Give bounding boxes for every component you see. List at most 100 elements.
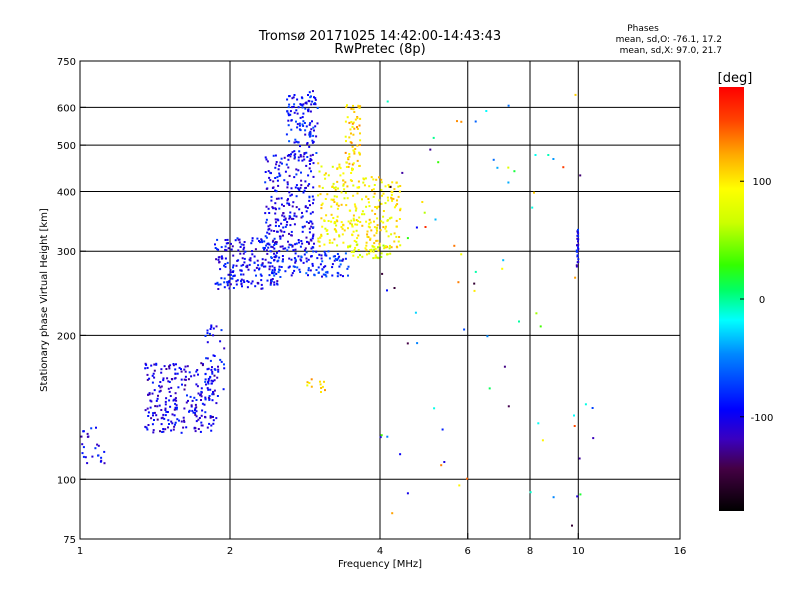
data-point bbox=[224, 245, 227, 248]
data-point bbox=[206, 426, 209, 429]
data-point bbox=[168, 423, 170, 425]
data-point bbox=[352, 108, 355, 111]
data-point bbox=[507, 405, 510, 408]
data-point bbox=[94, 447, 97, 450]
data-point bbox=[333, 238, 336, 241]
data-point bbox=[168, 390, 171, 393]
data-point bbox=[208, 332, 211, 335]
data-point bbox=[391, 199, 394, 202]
data-point bbox=[333, 201, 336, 203]
data-point bbox=[354, 118, 357, 121]
data-point bbox=[82, 446, 85, 449]
data-point bbox=[386, 219, 389, 222]
data-point bbox=[274, 202, 277, 205]
data-point bbox=[354, 209, 357, 212]
data-point bbox=[206, 332, 209, 335]
data-point bbox=[270, 229, 273, 232]
data-point bbox=[341, 233, 344, 236]
data-point bbox=[278, 225, 280, 228]
data-point bbox=[327, 250, 330, 253]
data-point bbox=[372, 188, 375, 191]
data-point bbox=[326, 233, 329, 235]
data-point bbox=[291, 272, 294, 275]
data-point bbox=[156, 405, 159, 408]
data-point bbox=[309, 159, 312, 162]
data-point bbox=[307, 110, 310, 113]
data-point bbox=[288, 217, 291, 220]
data-point bbox=[317, 162, 320, 165]
data-point bbox=[236, 237, 239, 240]
data-point bbox=[330, 198, 333, 201]
data-point bbox=[364, 177, 367, 180]
data-point bbox=[266, 252, 269, 255]
data-point bbox=[311, 222, 314, 225]
data-point bbox=[574, 93, 577, 96]
data-point bbox=[297, 169, 300, 172]
data-point bbox=[284, 217, 287, 220]
data-point bbox=[353, 249, 356, 251]
data-point bbox=[272, 207, 275, 210]
data-point bbox=[502, 259, 505, 262]
data-point bbox=[258, 240, 260, 242]
data-point bbox=[155, 363, 158, 366]
data-point bbox=[288, 232, 290, 235]
data-point bbox=[289, 113, 292, 116]
data-point bbox=[240, 269, 243, 272]
data-point bbox=[378, 199, 381, 202]
data-point bbox=[201, 402, 204, 405]
data-point bbox=[291, 106, 294, 109]
data-point bbox=[340, 203, 343, 206]
data-point bbox=[207, 396, 210, 399]
data-point bbox=[309, 110, 312, 113]
data-point bbox=[306, 384, 309, 387]
data-point bbox=[290, 274, 293, 277]
data-point bbox=[274, 254, 277, 257]
data-point bbox=[231, 245, 234, 248]
data-point bbox=[247, 268, 250, 271]
data-point bbox=[276, 283, 279, 286]
data-point bbox=[222, 388, 225, 391]
data-point bbox=[260, 239, 263, 242]
data-point bbox=[275, 272, 278, 275]
data-point bbox=[316, 107, 319, 109]
data-point bbox=[168, 381, 171, 383]
data-point bbox=[297, 239, 300, 241]
data-point bbox=[320, 217, 323, 220]
data-point bbox=[157, 394, 159, 397]
data-point bbox=[277, 184, 280, 187]
data-point bbox=[333, 195, 336, 198]
data-point bbox=[151, 374, 154, 377]
data-point bbox=[324, 265, 327, 268]
data-point bbox=[312, 126, 315, 129]
data-point bbox=[215, 325, 218, 328]
data-point bbox=[276, 218, 279, 221]
data-point bbox=[337, 204, 340, 207]
data-point bbox=[382, 215, 385, 218]
data-point bbox=[274, 166, 277, 169]
data-point bbox=[299, 154, 302, 156]
data-point bbox=[373, 242, 376, 245]
data-point bbox=[153, 389, 156, 392]
data-point bbox=[211, 370, 214, 373]
data-point bbox=[398, 190, 401, 193]
data-points bbox=[80, 90, 595, 527]
data-point bbox=[242, 248, 245, 251]
data-point bbox=[309, 122, 312, 125]
data-point bbox=[361, 213, 363, 216]
data-point bbox=[174, 368, 177, 371]
data-point bbox=[319, 236, 322, 239]
data-point bbox=[156, 397, 159, 400]
data-point bbox=[352, 217, 355, 220]
data-point bbox=[153, 376, 156, 379]
data-point bbox=[251, 237, 254, 240]
data-point bbox=[289, 216, 292, 219]
data-point bbox=[184, 365, 187, 368]
data-point bbox=[318, 170, 321, 173]
data-point bbox=[386, 253, 388, 256]
data-point bbox=[144, 367, 147, 370]
data-point bbox=[288, 204, 291, 206]
data-point bbox=[158, 390, 161, 393]
data-point bbox=[212, 419, 215, 422]
data-point bbox=[331, 274, 334, 277]
data-point bbox=[518, 320, 520, 323]
